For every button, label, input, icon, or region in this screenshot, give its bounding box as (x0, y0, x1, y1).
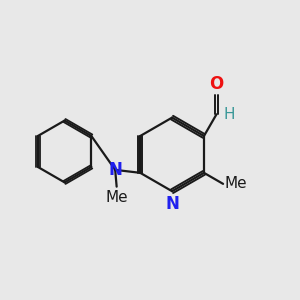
Text: Me: Me (105, 190, 128, 205)
Text: O: O (209, 75, 224, 93)
Text: H: H (224, 107, 235, 122)
Text: Me: Me (225, 176, 247, 191)
Text: N: N (108, 161, 122, 179)
Text: N: N (165, 195, 179, 213)
